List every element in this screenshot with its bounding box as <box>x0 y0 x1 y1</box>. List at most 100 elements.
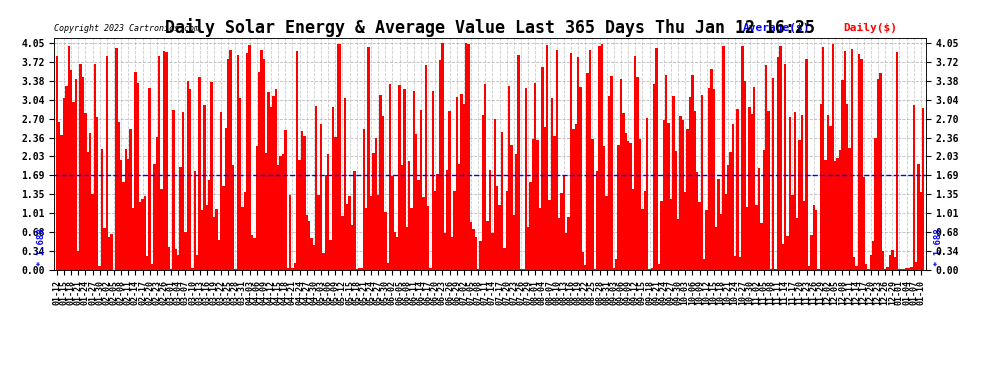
Bar <box>353 171 355 270</box>
Bar <box>857 54 860 270</box>
Bar <box>306 214 308 270</box>
Bar <box>532 139 534 270</box>
Bar <box>527 226 530 270</box>
Bar <box>325 175 327 270</box>
Text: Average($): Average($) <box>742 23 810 33</box>
Bar <box>562 176 565 270</box>
Bar <box>225 128 227 270</box>
Bar <box>777 57 779 270</box>
Bar <box>150 264 153 270</box>
Bar <box>896 51 898 270</box>
Bar <box>282 154 284 270</box>
Bar <box>418 180 420 270</box>
Bar <box>494 120 496 270</box>
Bar <box>708 88 710 270</box>
Bar <box>98 266 101 270</box>
Bar <box>58 122 60 270</box>
Bar <box>437 174 439 270</box>
Bar <box>218 240 220 270</box>
Bar <box>660 201 662 270</box>
Bar <box>420 110 422 270</box>
Bar <box>201 210 203 270</box>
Bar <box>639 138 642 270</box>
Bar <box>779 46 782 270</box>
Bar <box>862 177 865 270</box>
Bar <box>191 268 194 270</box>
Bar <box>313 245 315 270</box>
Bar <box>337 44 339 270</box>
Bar <box>558 219 560 270</box>
Bar <box>845 105 848 270</box>
Bar <box>757 168 760 270</box>
Bar <box>484 84 486 270</box>
Bar <box>513 215 515 270</box>
Bar <box>382 116 384 270</box>
Bar <box>477 269 479 270</box>
Bar <box>722 46 725 270</box>
Bar <box>223 186 225 270</box>
Bar <box>603 146 606 270</box>
Bar <box>508 87 510 270</box>
Bar <box>598 46 601 270</box>
Bar <box>320 124 322 270</box>
Bar <box>296 51 298 270</box>
Bar <box>132 208 135 270</box>
Bar <box>591 139 594 270</box>
Bar <box>377 195 379 270</box>
Bar <box>413 91 415 270</box>
Bar <box>286 268 289 270</box>
Bar <box>358 268 360 270</box>
Bar <box>196 255 198 270</box>
Bar <box>170 268 172 270</box>
Bar <box>115 48 118 270</box>
Bar <box>889 255 891 270</box>
Bar <box>458 164 460 270</box>
Bar <box>530 182 532 270</box>
Text: Copyright 2023 Cartronics.com: Copyright 2023 Cartronics.com <box>54 24 199 33</box>
Bar <box>570 53 572 270</box>
Bar <box>172 110 174 270</box>
Bar <box>894 257 896 270</box>
Bar <box>144 196 147 270</box>
Bar <box>308 221 310 270</box>
Bar <box>665 75 667 270</box>
Bar <box>79 64 82 270</box>
Bar <box>118 122 120 270</box>
Bar <box>362 129 365 270</box>
Bar <box>577 57 579 270</box>
Bar <box>515 154 518 270</box>
Bar <box>730 152 732 270</box>
Bar <box>184 232 186 270</box>
Bar <box>365 208 367 270</box>
Bar <box>60 135 62 270</box>
Bar <box>908 268 910 270</box>
Bar <box>750 114 753 270</box>
Bar <box>355 269 358 270</box>
Bar <box>482 115 484 270</box>
Bar <box>344 98 346 270</box>
Bar <box>103 228 106 270</box>
Bar <box>518 55 520 270</box>
Bar <box>596 171 598 270</box>
Bar <box>550 98 553 270</box>
Bar <box>194 171 196 270</box>
Bar <box>772 78 774 270</box>
Bar <box>248 45 250 270</box>
Bar <box>111 234 113 270</box>
Bar <box>335 136 337 270</box>
Bar <box>253 238 255 270</box>
Bar <box>179 166 182 270</box>
Bar <box>215 209 218 270</box>
Bar <box>608 96 610 270</box>
Bar <box>874 138 877 270</box>
Bar <box>748 107 750 270</box>
Bar <box>810 236 813 270</box>
Bar <box>706 210 708 270</box>
Bar <box>913 105 915 270</box>
Bar <box>610 76 613 270</box>
Bar <box>553 136 555 270</box>
Bar <box>434 191 437 270</box>
Bar <box>137 83 139 270</box>
Bar <box>410 208 413 270</box>
Bar <box>370 196 372 270</box>
